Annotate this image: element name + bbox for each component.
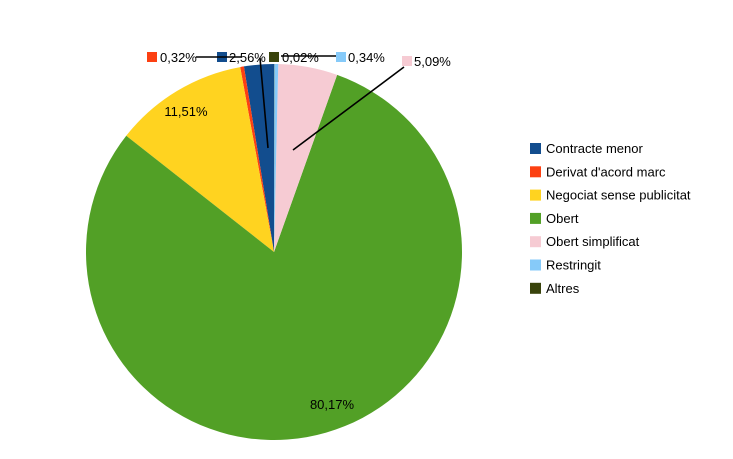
label-swatch-icon-restringit xyxy=(336,52,346,62)
legend-label-derivat-dacord-marc: Derivat d'acord marc xyxy=(546,164,666,179)
percent-label-obert: 80,17% xyxy=(310,397,355,412)
pie-slice-obert-simplificat xyxy=(274,64,338,252)
legend-item-contracte-menor: Contracte menor xyxy=(530,141,643,156)
leader-line-3 xyxy=(292,66,405,151)
percent-label-restringit: 0,34% xyxy=(348,50,385,65)
legend-label-contracte-menor: Contracte menor xyxy=(546,141,643,156)
pie-slice-contracte-menor xyxy=(243,64,274,252)
label-swatch-icon-obert-simplificat xyxy=(402,56,412,66)
legend-item-derivat-dacord-marc: Derivat d'acord marc xyxy=(530,164,666,179)
legend-swatch-icon-derivat-dacord-marc xyxy=(530,166,541,178)
label-swatch-icon-derivat-dacord-marc xyxy=(147,52,157,62)
legend-item-obert: Obert xyxy=(530,211,579,226)
legend-item-altres: Altres xyxy=(530,281,580,296)
legend-swatch-icon-restringit xyxy=(530,259,541,271)
percent-label-obert-simplificat: 5,09% xyxy=(414,54,451,69)
percent-label-negociat-sense-publicitat: 11,51% xyxy=(164,104,208,119)
legend-item-obert-simplificat: Obert simplificat xyxy=(530,234,640,249)
pie-slice-negociat-sense-publicitat xyxy=(126,67,274,252)
pie-slice-obert xyxy=(86,74,463,440)
legend-item-negociat-sense-publicitat: Negociat sense publicitat xyxy=(530,188,691,203)
legend-swatch-icon-obert-simplificat xyxy=(530,236,541,248)
leader-line-2 xyxy=(259,57,269,149)
legend-label-altres: Altres xyxy=(546,281,580,296)
legend-label-obert-simplificat: Obert simplificat xyxy=(546,234,640,249)
legend-swatch-icon-contracte-menor xyxy=(530,143,541,154)
legend-swatch-icon-altres xyxy=(530,282,541,294)
legend: Contracte menor Derivat d'acord marc Negoc… xyxy=(530,141,691,296)
legend-swatch-icon-negociat-sense-publicitat xyxy=(530,189,541,201)
legend-label-restringit: Restringit xyxy=(546,258,601,273)
label-swatch-icon-altres xyxy=(269,52,279,62)
percent-label-altres: 0,02% xyxy=(282,50,319,65)
pie-slice-derivat-dacord-marc xyxy=(240,66,274,253)
legend-label-obert: Obert xyxy=(546,211,579,226)
percent-label-contracte-menor: 2,56% xyxy=(229,50,266,65)
percent-label-derivat-dacord-marc: 0,32% xyxy=(160,50,197,65)
legend-swatch-icon-obert xyxy=(530,212,541,224)
pie-slice-restringit xyxy=(274,64,279,252)
legend-item-restringit: Restringit xyxy=(530,258,601,273)
legend-label-negociat-sense-publicitat: Negociat sense publicitat xyxy=(546,188,691,203)
